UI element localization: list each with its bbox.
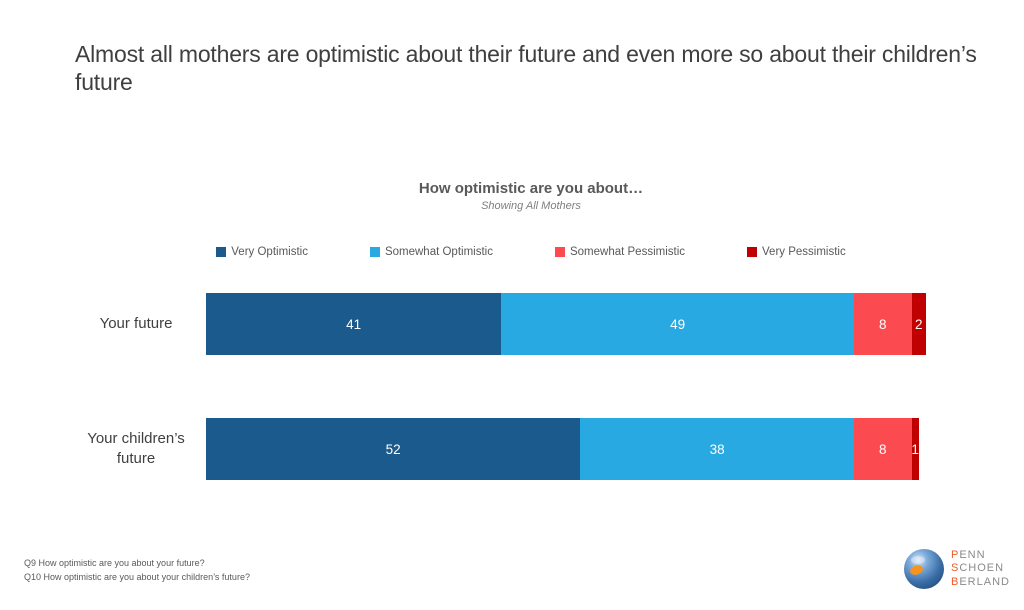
- bar-segment: 41: [206, 293, 502, 355]
- category-label: Your children’s future: [87, 429, 185, 467]
- legend-swatch-icon: [369, 247, 380, 257]
- psb-logo-line: BERLAND: [951, 575, 1010, 588]
- bar-track: 41 49 8 2: [206, 293, 926, 355]
- category-label: Your future: [99, 314, 173, 332]
- legend-item: Very Optimistic: [216, 246, 308, 258]
- legend-label: Somewhat Optimistic: [384, 246, 493, 258]
- bar-segment: 2: [911, 293, 926, 355]
- bar-row: Your children’s future 52 38 8 1: [0, 418, 1024, 480]
- footnote-q9: Q9 How optimistic are you about your fut…: [24, 558, 205, 568]
- legend-swatch-icon: [554, 247, 565, 257]
- footnote-q10: Q10 How optimistic are you about your ch…: [24, 571, 250, 582]
- legend-swatch-icon: [747, 247, 758, 257]
- bar-value-label: 2: [915, 316, 923, 332]
- slide-title: Almost all mothers are optimistic about …: [75, 41, 977, 96]
- legend-swatch-icon: [216, 247, 227, 257]
- legend-item: Very Pessimistic: [747, 246, 846, 258]
- bar-value-label: 8: [879, 316, 887, 332]
- chart-legend: Very Optimistic Somewhat Optimistic Somewh…: [136, 246, 926, 258]
- bar-segment: 49: [501, 293, 854, 355]
- chart-header: How optimistic are you about… Showing Al…: [136, 180, 926, 212]
- legend-label: Very Pessimistic: [762, 246, 846, 258]
- bar-value-label: 8: [879, 441, 887, 457]
- bar-value-label: 41: [346, 316, 362, 332]
- footnotes: Q9 How optimistic are you about your fut…: [24, 557, 250, 585]
- bar-value-label: 52: [385, 441, 401, 457]
- psb-logo-text: PENN SCHOEN BERLAND: [951, 549, 1010, 589]
- legend-item: Somewhat Optimistic: [369, 246, 493, 258]
- legend-label: Somewhat Pessimistic: [569, 246, 686, 258]
- bar-segment: 52: [206, 418, 581, 480]
- psb-logo-line: PENN: [951, 549, 986, 562]
- chart-subtitle: Showing All Mothers: [481, 200, 581, 212]
- legend-label: Very Optimistic: [231, 246, 308, 258]
- bar-segment: 8: [853, 418, 912, 480]
- bar-segment: 8: [853, 293, 912, 355]
- bar-value-label: 1: [911, 441, 919, 457]
- bar-value-label: 49: [670, 316, 686, 332]
- psb-logo-line: SCHOEN: [951, 562, 1005, 575]
- psb-logo: PENN SCHOEN BERLAND: [903, 548, 1010, 590]
- psb-globe-icon: [904, 549, 944, 589]
- legend-item: Somewhat Pessimistic: [554, 246, 686, 258]
- chart-title: How optimistic are you about…: [418, 180, 644, 197]
- bar-row: Your future 41 49 8 2: [0, 293, 1024, 355]
- bar-track: 52 38 8 1: [206, 418, 926, 480]
- bar-value-label: 38: [709, 441, 725, 457]
- bar-segment: 38: [580, 418, 854, 480]
- bar-segment: 1: [911, 418, 919, 480]
